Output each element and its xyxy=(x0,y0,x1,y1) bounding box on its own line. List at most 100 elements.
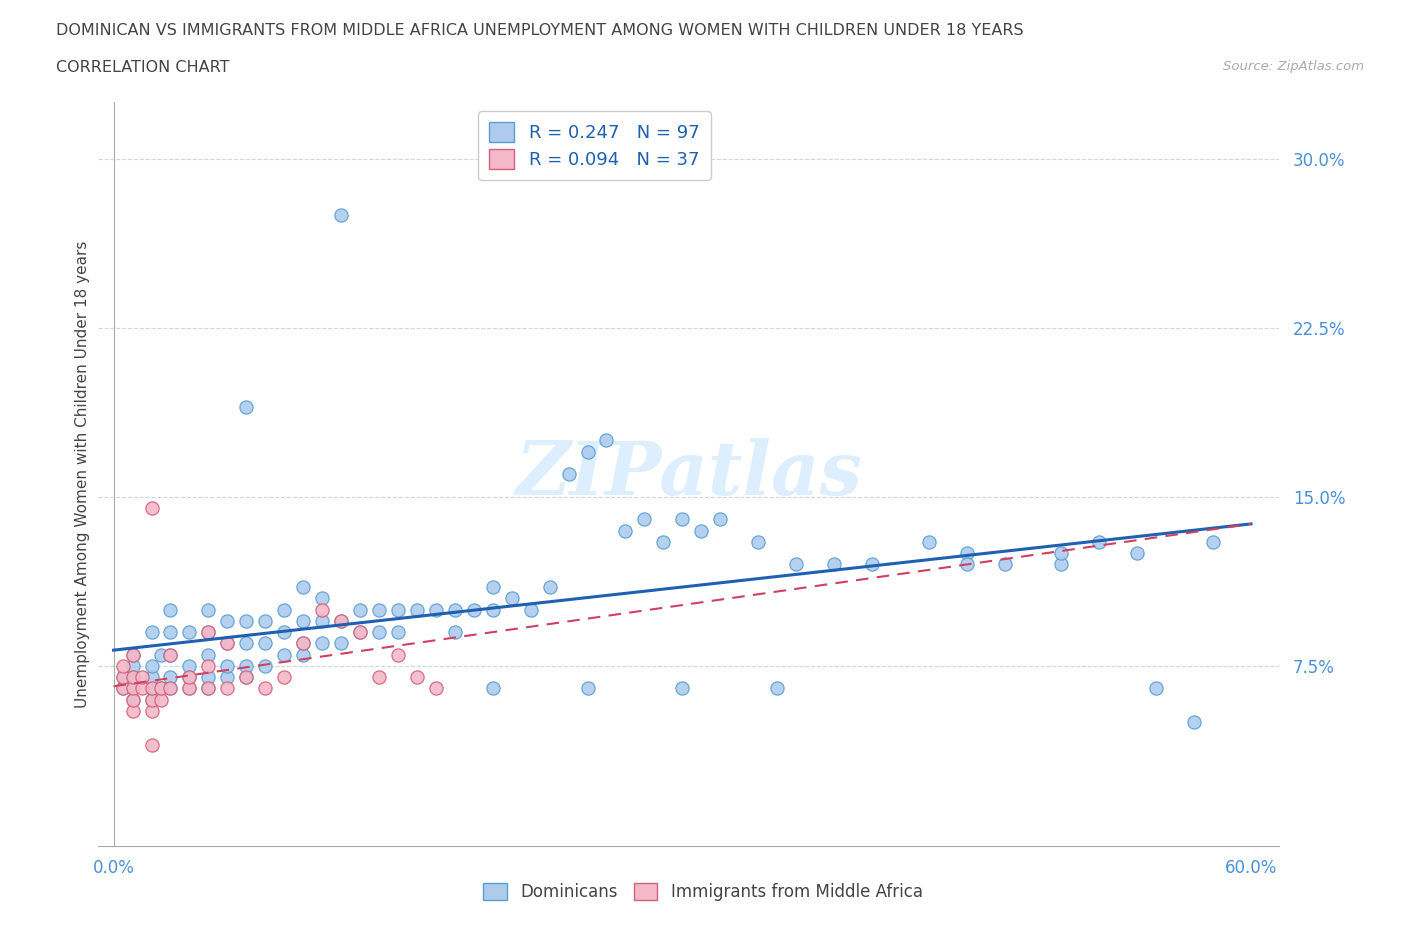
Point xyxy=(131,670,153,684)
Point xyxy=(179,658,201,673)
Point xyxy=(292,647,315,662)
Point xyxy=(179,625,201,640)
Point xyxy=(330,614,353,629)
Point xyxy=(273,625,295,640)
Point xyxy=(311,591,333,605)
Point xyxy=(576,681,599,696)
Point xyxy=(387,647,409,662)
Point xyxy=(121,681,143,696)
Text: ZIPatlas: ZIPatlas xyxy=(516,438,862,511)
Point xyxy=(406,670,429,684)
Point xyxy=(112,670,135,684)
Text: CORRELATION CHART: CORRELATION CHART xyxy=(56,60,229,75)
Point xyxy=(273,670,295,684)
Point xyxy=(159,681,181,696)
Point xyxy=(292,636,315,651)
Point xyxy=(330,207,353,222)
Point xyxy=(368,602,391,617)
Point xyxy=(121,647,143,662)
Point xyxy=(595,433,617,448)
Point xyxy=(254,636,277,651)
Point xyxy=(235,670,257,684)
Point xyxy=(149,647,172,662)
Point xyxy=(149,681,172,696)
Point xyxy=(159,647,181,662)
Point xyxy=(197,647,219,662)
Point xyxy=(311,636,333,651)
Point xyxy=(254,614,277,629)
Point xyxy=(481,579,503,594)
Point xyxy=(217,636,239,651)
Point xyxy=(159,647,181,662)
Point xyxy=(956,546,979,561)
Point xyxy=(1126,546,1149,561)
Point xyxy=(519,602,541,617)
Point xyxy=(1050,557,1073,572)
Point xyxy=(557,467,579,482)
Text: Source: ZipAtlas.com: Source: ZipAtlas.com xyxy=(1223,60,1364,73)
Point xyxy=(633,512,655,526)
Text: DOMINICAN VS IMMIGRANTS FROM MIDDLE AFRICA UNEMPLOYMENT AMONG WOMEN WITH CHILDRE: DOMINICAN VS IMMIGRANTS FROM MIDDLE AFRI… xyxy=(56,23,1024,38)
Point xyxy=(121,658,143,673)
Point xyxy=(179,670,201,684)
Point xyxy=(141,500,163,515)
Point xyxy=(956,557,979,572)
Point xyxy=(481,681,503,696)
Point xyxy=(425,602,447,617)
Point xyxy=(197,625,219,640)
Point xyxy=(1088,535,1111,550)
Point xyxy=(112,670,135,684)
Point xyxy=(141,658,163,673)
Point xyxy=(368,625,391,640)
Point xyxy=(273,647,295,662)
Point xyxy=(576,445,599,459)
Point xyxy=(235,670,257,684)
Point xyxy=(538,579,561,594)
Point xyxy=(1182,715,1205,730)
Point xyxy=(785,557,807,572)
Point xyxy=(1050,546,1073,561)
Point xyxy=(141,670,163,684)
Point xyxy=(197,670,219,684)
Point xyxy=(330,636,353,651)
Point xyxy=(709,512,731,526)
Point xyxy=(311,602,333,617)
Point xyxy=(217,670,239,684)
Point xyxy=(179,670,201,684)
Point xyxy=(141,704,163,719)
Point xyxy=(368,670,391,684)
Point xyxy=(481,602,503,617)
Point xyxy=(141,625,163,640)
Point xyxy=(197,681,219,696)
Point xyxy=(235,636,257,651)
Point xyxy=(1202,535,1225,550)
Point xyxy=(1144,681,1167,696)
Point xyxy=(159,602,181,617)
Point xyxy=(349,625,371,640)
Point xyxy=(652,535,675,550)
Point xyxy=(349,625,371,640)
Point xyxy=(425,681,447,696)
Point xyxy=(463,602,485,617)
Point xyxy=(179,681,201,696)
Point xyxy=(197,625,219,640)
Point xyxy=(671,512,693,526)
Point xyxy=(254,658,277,673)
Point xyxy=(443,625,465,640)
Y-axis label: Unemployment Among Women with Children Under 18 years: Unemployment Among Women with Children U… xyxy=(75,241,90,708)
Point xyxy=(112,681,135,696)
Point xyxy=(501,591,523,605)
Point xyxy=(217,614,239,629)
Point xyxy=(671,681,693,696)
Point xyxy=(747,535,769,550)
Point xyxy=(292,614,315,629)
Point xyxy=(197,658,219,673)
Point xyxy=(823,557,845,572)
Point xyxy=(197,602,219,617)
Point xyxy=(141,681,163,696)
Point xyxy=(993,557,1015,572)
Point xyxy=(112,658,135,673)
Point xyxy=(217,681,239,696)
Legend: R = 0.247   N = 97, R = 0.094   N = 37: R = 0.247 N = 97, R = 0.094 N = 37 xyxy=(478,112,710,180)
Point xyxy=(217,658,239,673)
